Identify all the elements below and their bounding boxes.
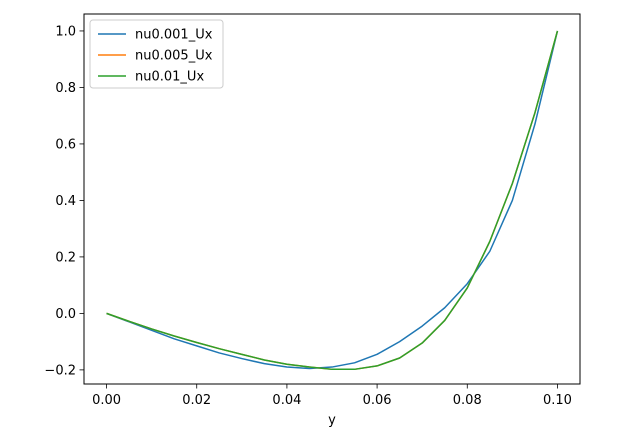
plot-frame	[83, 13, 581, 385]
legend-box	[89, 19, 224, 89]
y-axis: −0.2 0.0 0.2 0.4 0.6 0.8 1.0	[44, 24, 84, 378]
x-axis-label: y	[328, 413, 336, 428]
x-tick-label: 0.02	[182, 393, 211, 408]
legend-label-0: nu0.001_Ux	[135, 28, 213, 43]
series-layer	[106, 30, 559, 371]
x-axis: 0.00 0.02 0.04 0.06 0.08 0.10	[92, 384, 572, 408]
y-tick-label: 0.4	[55, 194, 76, 209]
y-tick-label: 0.2	[55, 250, 76, 265]
x-tick-label: 0.10	[543, 393, 572, 408]
legend-label-2: nu0.01_Ux	[135, 70, 204, 85]
legend: nu0.001_Ux nu0.005_Ux nu0.01_Ux	[89, 19, 224, 89]
y-tick-label: 0.0	[55, 307, 76, 322]
x-tick-label: 0.00	[92, 393, 121, 408]
y-tick-label: −0.2	[44, 363, 76, 378]
y-tick-label: 1.0	[55, 24, 76, 39]
x-tick-label: 0.06	[363, 393, 392, 408]
series-line-2	[106, 30, 559, 371]
x-tick-label: 0.08	[453, 393, 482, 408]
legend-label-1: nu0.005_Ux	[135, 49, 213, 64]
x-tick-label: 0.04	[272, 393, 301, 408]
y-tick-label: 0.6	[55, 137, 76, 152]
series-line-0	[106, 30, 559, 370]
y-tick-label: 0.8	[55, 81, 76, 96]
